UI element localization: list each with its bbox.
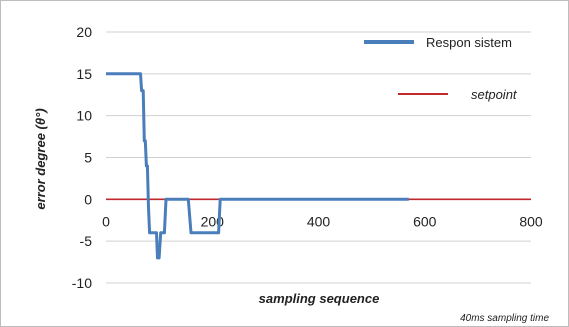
y-tick-label: 20 <box>76 24 92 40</box>
y-tick-label: 5 <box>84 150 92 166</box>
legend: Respon sistem setpoint <box>364 35 518 102</box>
grid-lines <box>106 31 531 284</box>
y-tick-label: -10 <box>72 275 92 291</box>
sampling-note: 40ms sampling time <box>460 313 549 324</box>
x-tick-label: 400 <box>307 213 331 229</box>
x-tick-label: 0 <box>102 213 110 229</box>
y-tick-label: 0 <box>84 191 92 207</box>
legend-label-respon-sistem: Respon sistem <box>426 35 512 50</box>
x-axis-label: sampling sequence <box>259 291 380 306</box>
y-tick-label: -5 <box>80 233 93 249</box>
x-tick-label: 800 <box>519 213 543 229</box>
y-tick-label: 10 <box>76 108 92 124</box>
legend-label-setpoint: setpoint <box>471 87 518 102</box>
y-axis-label: error degree (θ°) <box>33 108 48 209</box>
series-line-respon-sistem <box>106 72 409 260</box>
series-lines <box>106 72 531 260</box>
y-tick-label: 15 <box>76 66 92 82</box>
x-tick-label: 600 <box>413 213 437 229</box>
y-tick-labels: -10 -5 0 5 10 15 20 <box>72 24 92 291</box>
x-tick-labels: 0 200 400 600 800 <box>102 213 543 229</box>
